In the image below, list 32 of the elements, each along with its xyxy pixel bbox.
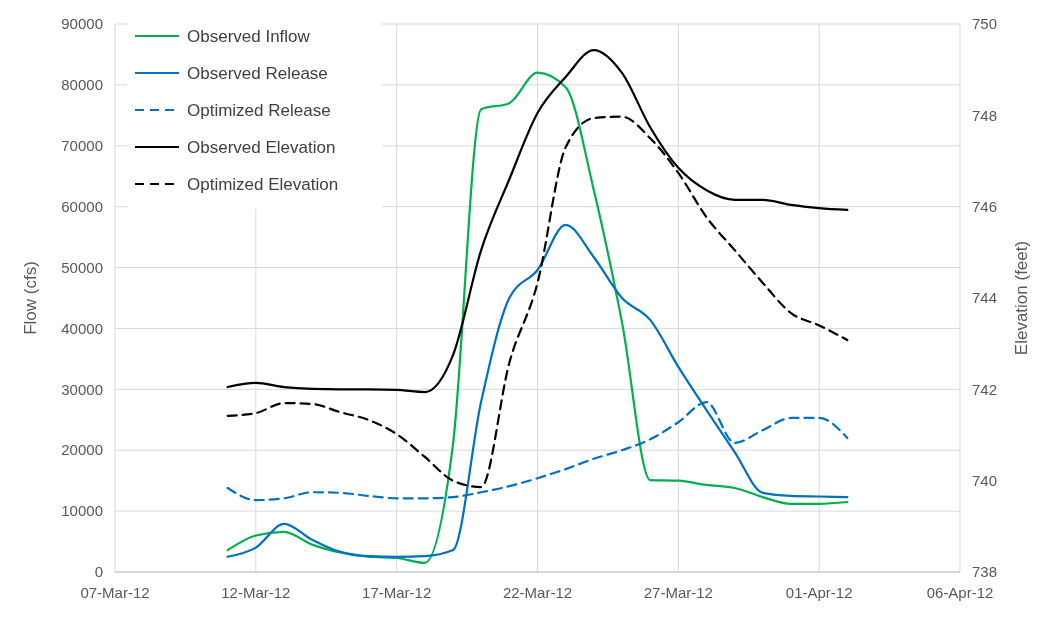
y2-axis-title: Elevation (feet) [1012,240,1031,356]
line-series [226,223,849,558]
y2-tick-label: 738 [972,563,998,581]
x-tick-label: 06-Apr-12 [926,584,994,601]
y-tick-label: 90000 [61,15,103,33]
x-tick-label: 07-Mar-12 [80,584,150,601]
y-tick-label: 60000 [61,197,103,215]
y-tick-label: 50000 [61,258,103,276]
x-tick-label: 27-Mar-12 [643,584,713,601]
y-axis-title: Flow (cfs) [21,261,40,335]
y-tick-label: 40000 [61,319,103,337]
y2-tick-label: 746 [972,197,998,215]
y-tick-label: 10000 [61,502,103,520]
y2-tick-label: 744 [972,289,998,307]
legend-label: Optimized Release [187,100,331,120]
y2-tick-label: 742 [972,380,998,398]
y-tick-label: 70000 [61,137,103,155]
y2-tick-label: 740 [972,471,998,489]
x-tick-label: 12-Mar-12 [221,584,291,601]
y2-tick-label: 750 [972,15,998,33]
legend-label: Observed Inflow [187,26,311,46]
legend-label: Observed Release [187,63,328,83]
y-tick-label: 20000 [61,441,103,459]
x-tick-label: 17-Mar-12 [362,584,432,601]
y-tick-label: 0 [94,563,103,581]
legend-label: Observed Elevation [187,137,336,157]
legend-label: Optimized Elevation [187,174,339,194]
x-tick-label: 01-Apr-12 [785,584,853,601]
y-tick-label: 30000 [61,380,103,398]
y-tick-label: 80000 [61,76,103,94]
x-tick-label: 22-Mar-12 [502,584,573,601]
y2-tick-label: 748 [972,106,998,124]
